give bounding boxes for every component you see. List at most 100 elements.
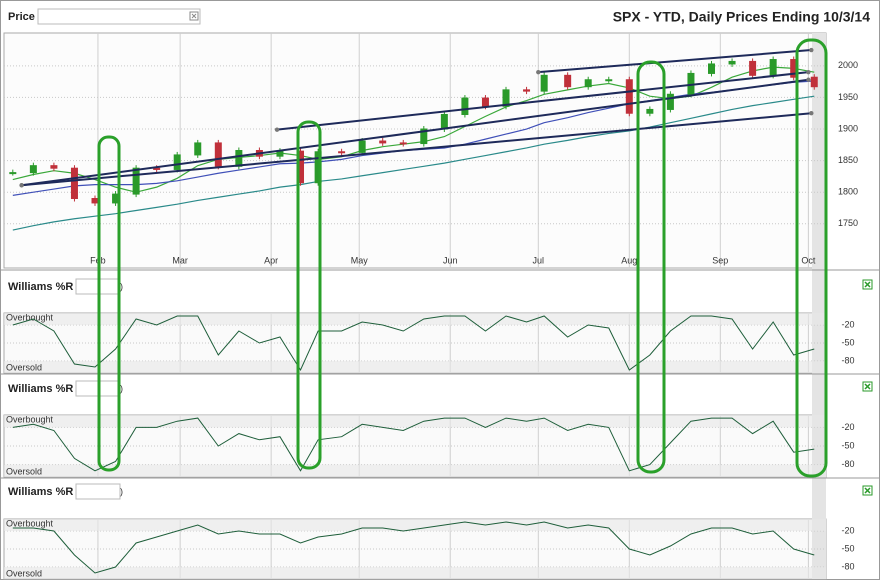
candle [749,60,757,76]
trendline [21,78,809,187]
candle [481,97,489,107]
legend-box [37,8,201,25]
candle [646,108,654,114]
highlight-oval [296,120,322,470]
candle [70,167,78,200]
highlight-ovals [97,38,828,478]
candle [399,142,407,145]
x-tick-label: Oct [801,255,816,265]
panel-title: Williams %R [8,383,73,395]
candle [194,142,202,156]
x-tick-label: Apr [264,255,278,265]
candle [132,167,140,195]
close-icon[interactable] [189,11,199,21]
trendline [21,112,812,187]
candle [728,60,736,65]
candle [235,150,243,167]
wr-line [12,417,815,472]
candle [564,74,572,88]
candle [769,59,777,76]
x-tick-label: Mar [172,255,188,265]
overbought-zone [4,313,826,325]
y-tick-label: -80 [841,459,854,469]
candle [379,140,387,144]
x-tick-label: Jul [533,255,545,265]
y-tick-label: 2000 [838,60,858,70]
trendline-end [19,183,24,188]
y-tick-label: 1750 [838,218,858,228]
wr-line [12,521,815,574]
x-tick-label: Sep [712,255,728,265]
candle [523,89,531,92]
y-tick-label: -50 [841,543,854,553]
candle [502,89,510,107]
overbought-zone [4,415,826,428]
candle [584,79,592,88]
candle [666,93,674,110]
annotation: Oversold [6,362,42,372]
candle [810,76,818,88]
candle [214,142,222,167]
panel-label: Price [8,11,35,23]
candle [625,79,633,114]
trendline-end [809,111,814,116]
trendline-end [274,127,280,132]
y-tick-label: 1800 [838,187,858,197]
future-shade [812,33,826,579]
highlight-oval [636,60,666,474]
chart-title: SPX - YTD, Daily Prices Ending 10/3/14 [613,9,871,25]
wr-line [12,315,815,372]
candle [9,172,17,175]
x-tick-label: Aug [621,255,637,265]
panel-title: Williams %R [8,486,73,498]
marks: Feb Mar Apr May Jun Jul Aug Sep Oct1750180018501… [4,11,858,579]
x-tick-label: May [351,255,369,265]
candle [173,154,181,170]
y-tick-label: -80 [841,561,854,571]
y-tick-label: 1950 [838,92,858,102]
y-tick-label: -20 [841,319,854,329]
annotation: Overbought [6,312,54,322]
candle [338,151,346,154]
trendline-end [806,77,811,82]
oversold-zone [4,361,826,373]
trendline-end [536,69,541,75]
annotation: Overbought [6,518,54,528]
highlight-oval [795,38,828,478]
y-tick-label: -50 [841,440,854,450]
candle [29,165,37,174]
candle [91,198,99,204]
trendline [538,49,812,74]
y-tick-label: -20 [841,422,854,432]
candle [605,79,613,82]
candle [708,63,716,74]
y-tick-label: -20 [841,525,854,535]
annotation: Oversold [6,466,42,476]
y-tick-label: -50 [841,337,854,347]
oversold-zone [4,464,826,477]
sma-line [12,95,815,231]
overbought-zone [4,519,826,531]
trendline-end [809,47,814,53]
annotation: Oversold [6,568,42,578]
annotation: Overbought [6,414,54,424]
panel-title: Williams %R [8,281,73,293]
trendline [276,71,809,131]
close-icon[interactable] [862,381,873,392]
candle [358,140,366,153]
trendline-end [806,69,811,75]
y-tick-label: -80 [841,355,854,365]
close-icon[interactable] [862,279,873,290]
oversold-zone [4,567,826,579]
candle [50,165,58,169]
candle [420,128,428,145]
candle [540,74,548,92]
y-tick-label: 1900 [838,123,858,133]
price-plot [3,32,827,269]
candle [461,97,469,115]
y-tick-label: 1850 [838,155,858,165]
x-tick-label: Jun [443,255,458,265]
close-icon[interactable] [862,485,873,496]
